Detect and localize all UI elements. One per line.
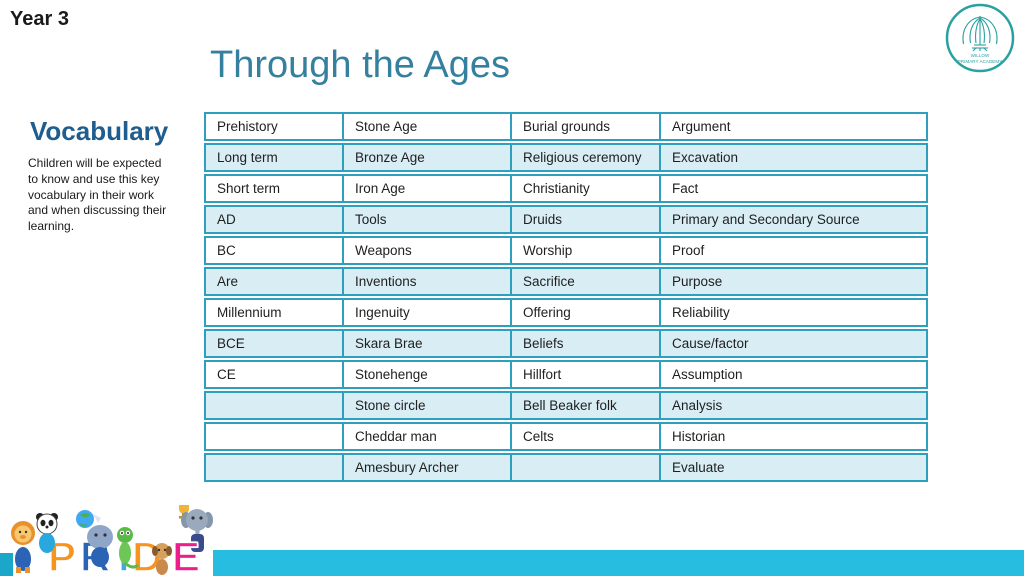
table-row: BC Weapons Worship Proof — [204, 236, 928, 265]
vocabulary-heading: Vocabulary — [30, 116, 169, 146]
logo-line2: PRIMARY ACADEMY — [958, 59, 1003, 64]
table-row: Short term Iron Age Christianity Fact — [204, 174, 928, 203]
table-cell — [206, 424, 344, 449]
table-cell: Stonehenge — [344, 362, 512, 387]
table-cell: Inventions — [344, 269, 512, 294]
page-title: Through the Ages — [210, 44, 510, 86]
table-cell: BC — [206, 238, 344, 263]
table-cell: Christianity — [512, 176, 661, 201]
table-cell: Religious ceremony — [512, 145, 661, 170]
table-row: CE Stonehenge Hillfort Assumption — [204, 360, 928, 389]
table-cell: Are — [206, 269, 344, 294]
table-cell — [512, 455, 661, 480]
table-cell: Argument — [672, 119, 731, 134]
table-cell — [206, 455, 344, 480]
table-cell: Hillfort — [512, 362, 661, 387]
table-row: BCE Skara Brae Beliefs Cause/factor — [204, 329, 928, 358]
table-row: Are Inventions Sacrifice Purpose — [204, 267, 928, 296]
table-row: Cheddar man Celts Historian — [204, 422, 928, 451]
dog-mascot-icon — [150, 541, 174, 580]
table-row: AD Tools Druids Primary and Secondary Sourc… — [204, 205, 928, 234]
table-cell: Prehistory — [206, 114, 344, 139]
table-cell: Bronze Age — [344, 145, 512, 170]
table-cell: CE — [206, 362, 344, 387]
year-label: Year 3 — [10, 8, 69, 30]
rhino-mascot-icon — [72, 509, 118, 572]
table-cell: Amesbury Archer — [344, 455, 512, 480]
school-logo: WILLOW PRIMARY ACADEMY — [945, 3, 1015, 73]
table-cell: Short term — [206, 176, 344, 201]
vocabulary-description: Children will be expected to know and us… — [28, 156, 167, 234]
vocabulary-sidebar: Vocabulary Children will be expected to … — [28, 116, 174, 235]
table-cell: Historian — [672, 429, 726, 444]
table-cell: Iron Age — [344, 176, 512, 201]
table-row: Millennium Ingenuity Offering Reliability — [204, 298, 928, 327]
table-cell: Weapons — [344, 238, 512, 263]
table-cell: Proof — [672, 243, 705, 258]
table-row: Long term Bronze Age Religious ceremony Exc… — [204, 143, 928, 172]
table-cell: Evaluate — [672, 460, 725, 475]
table-cell: Ingenuity — [344, 300, 512, 325]
table-cell: Long term — [206, 145, 344, 170]
table-cell: Offering — [512, 300, 661, 325]
vocabulary-table: Prehistory Stone Age Burial grounds Argumen… — [204, 112, 928, 484]
table-cell: Beliefs — [512, 331, 661, 356]
elephant-mascot-icon — [166, 503, 214, 566]
table-cell: Burial grounds — [512, 114, 661, 139]
table-cell: Worship — [512, 238, 661, 263]
table-cell: Stone circle — [344, 393, 512, 418]
table-cell: Skara Brae — [344, 331, 512, 356]
gecko-mascot-icon — [112, 525, 140, 576]
willow-tree-icon: WILLOW PRIMARY ACADEMY — [945, 3, 1015, 73]
table-cell: Reliability — [672, 305, 730, 320]
table-cell: AD — [206, 207, 344, 232]
footer-bar — [213, 550, 1024, 576]
table-cell: Stone Age — [344, 114, 512, 139]
table-cell: Millennium — [206, 300, 344, 325]
table-cell: Analysis — [672, 398, 723, 413]
table-cell: Fact — [672, 181, 699, 196]
table-cell: Tools — [344, 207, 512, 232]
table-row: Prehistory Stone Age Burial grounds Argumen… — [204, 112, 928, 141]
pride-graphic: PRIDE — [0, 503, 222, 580]
table-cell: Cause/factor — [672, 336, 749, 351]
table-cell: Druids — [512, 207, 661, 232]
logo-line1: WILLOW — [971, 53, 990, 58]
corner-accent-block — [0, 553, 13, 576]
table-cell — [206, 393, 344, 418]
table-cell: Purpose — [672, 274, 723, 289]
table-cell: Bell Beaker folk — [512, 393, 661, 418]
table-cell: BCE — [206, 331, 344, 356]
table-cell: Primary and Secondary Source — [672, 212, 860, 227]
table-cell: Excavation — [672, 150, 739, 165]
table-cell: Sacrifice — [512, 269, 661, 294]
table-cell: Assumption — [672, 367, 743, 382]
table-cell: Celts — [512, 424, 661, 449]
table-row: Amesbury Archer Evaluate — [204, 453, 928, 482]
pride-letter: E — [171, 533, 201, 580]
table-cell: Cheddar man — [344, 424, 512, 449]
panda-mascot-icon — [32, 511, 62, 560]
table-row: Stone circle Bell Beaker folk Analysis — [204, 391, 928, 420]
lion-mascot-icon — [6, 519, 40, 578]
